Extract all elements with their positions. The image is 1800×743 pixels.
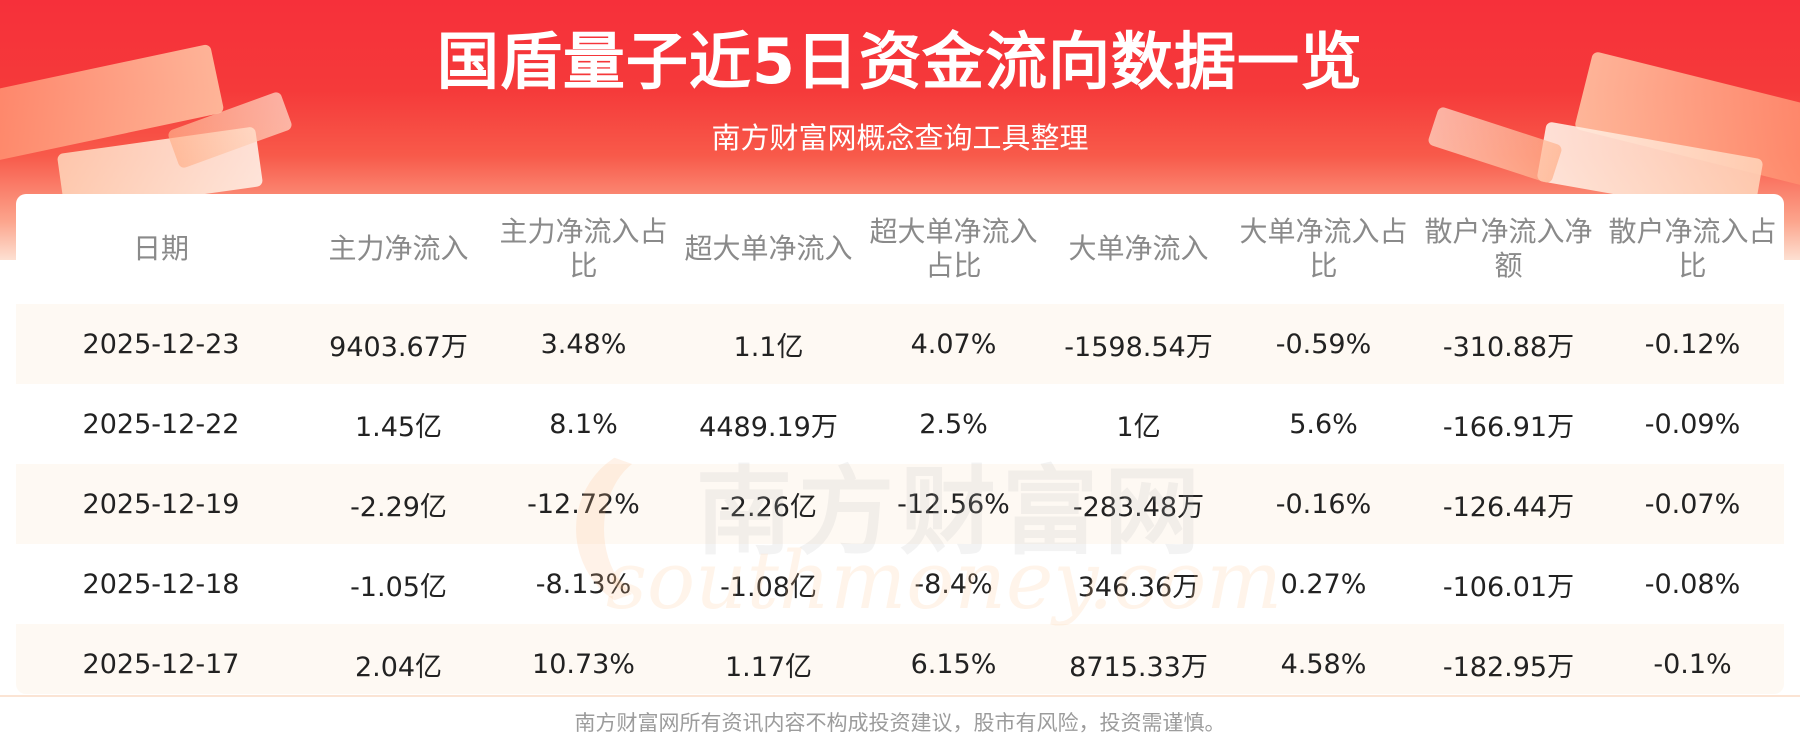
col-header-retail-inflow: 散户净流入净额 (1424, 215, 1593, 282)
col-header-main-ratio: 主力净流入占比 (499, 215, 668, 282)
cell-main-inflow: -2.29亿 (306, 464, 491, 544)
cell-large-inflow: 8715.33万 (1046, 624, 1231, 694)
cell-large-inflow: 1亿 (1046, 384, 1231, 464)
cell-retail-inflow: -166.91万 (1416, 384, 1601, 464)
cell-main-ratio: -8.13% (491, 544, 676, 624)
col-header-retail-ratio: 散户净流入占比 (1608, 215, 1777, 282)
cell-large-inflow: 346.36万 (1046, 544, 1231, 624)
cell-large-ratio: 5.6% (1231, 384, 1416, 464)
table-header-row: 日期 主力净流入 主力净流入占比 超大单净流入 超大单净流入占比 大单净流入 大… (16, 194, 1784, 304)
cell-large-inflow: -1598.54万 (1046, 304, 1231, 384)
cell-large-ratio: -0.59% (1231, 304, 1416, 384)
footer-disclaimer: 南方财富网所有资讯内容不构成投资建议，股市有风险，投资需谨慎。 (574, 711, 1226, 735)
cell-retail-inflow: -310.88万 (1416, 304, 1601, 384)
col-header-large-inflow: 大单净流入 (1068, 232, 1209, 265)
cell-main-inflow: 1.45亿 (306, 384, 491, 464)
data-card: 日期 主力净流入 主力净流入占比 超大单净流入 超大单净流入占比 大单净流入 大… (16, 194, 1784, 694)
page-title: 国盾量子近5日资金流向数据一览 (436, 25, 1364, 98)
table-row: 2025-12-22 1.45亿 8.1% 4489.19万 2.5% 1亿 5… (16, 384, 1784, 464)
table-row: 2025-12-19 -2.29亿 -12.72% -2.26亿 -12.56%… (16, 464, 1784, 544)
col-header-main-inflow: 主力净流入 (328, 232, 469, 265)
cell-main-inflow: -1.05亿 (306, 544, 491, 624)
cell-xl-inflow: -1.08亿 (676, 544, 861, 624)
col-header-large-ratio: 大单净流入占比 (1239, 215, 1408, 282)
fund-flow-table: 日期 主力净流入 主力净流入占比 超大单净流入 超大单净流入占比 大单净流入 大… (16, 194, 1784, 694)
col-header-xl-inflow: 超大单净流入 (684, 232, 853, 265)
cell-large-ratio: -0.16% (1231, 464, 1416, 544)
cell-main-ratio: -12.72% (491, 464, 676, 544)
cell-xl-ratio: -8.4% (861, 544, 1046, 624)
cell-large-inflow: -283.48万 (1046, 464, 1231, 544)
cell-xl-ratio: 2.5% (861, 384, 1046, 464)
cell-xl-inflow: 1.17亿 (676, 624, 861, 694)
cell-retail-ratio: -0.09% (1601, 384, 1784, 464)
cell-main-ratio: 8.1% (491, 384, 676, 464)
table-row: 2025-12-18 -1.05亿 -8.13% -1.08亿 -8.4% 34… (16, 544, 1784, 624)
cell-xl-inflow: -2.26亿 (676, 464, 861, 544)
cell-date: 2025-12-22 (16, 384, 306, 464)
cell-xl-ratio: 6.15% (861, 624, 1046, 694)
cell-xl-ratio: 4.07% (861, 304, 1046, 384)
table-row: 2025-12-17 2.04亿 10.73% 1.17亿 6.15% 8715… (16, 624, 1784, 694)
cell-retail-inflow: -182.95万 (1416, 624, 1601, 694)
col-header-xl-ratio: 超大单净流入占比 (869, 215, 1038, 282)
cell-retail-inflow: -126.44万 (1416, 464, 1601, 544)
table-row: 2025-12-23 9403.67万 3.48% 1.1亿 4.07% -15… (16, 304, 1784, 384)
footer-divider (0, 695, 1800, 697)
cell-xl-ratio: -12.56% (861, 464, 1046, 544)
cell-main-inflow: 2.04亿 (306, 624, 491, 694)
cell-date: 2025-12-18 (16, 544, 306, 624)
cell-retail-ratio: -0.08% (1601, 544, 1784, 624)
cell-large-ratio: 0.27% (1231, 544, 1416, 624)
cell-main-inflow: 9403.67万 (306, 304, 491, 384)
cell-retail-ratio: -0.07% (1601, 464, 1784, 544)
cell-retail-inflow: -106.01万 (1416, 544, 1601, 624)
cell-date: 2025-12-17 (16, 624, 306, 694)
cell-xl-inflow: 4489.19万 (676, 384, 861, 464)
cell-date: 2025-12-23 (16, 304, 306, 384)
cell-large-ratio: 4.58% (1231, 624, 1416, 694)
cell-date: 2025-12-19 (16, 464, 306, 544)
cell-xl-inflow: 1.1亿 (676, 304, 861, 384)
page-subtitle: 南方财富网概念查询工具整理 (711, 121, 1089, 155)
col-header-date: 日期 (132, 232, 189, 265)
cell-retail-ratio: -0.12% (1601, 304, 1784, 384)
cell-main-ratio: 3.48% (491, 304, 676, 384)
cell-retail-ratio: -0.1% (1601, 624, 1784, 694)
cell-main-ratio: 10.73% (491, 624, 676, 694)
